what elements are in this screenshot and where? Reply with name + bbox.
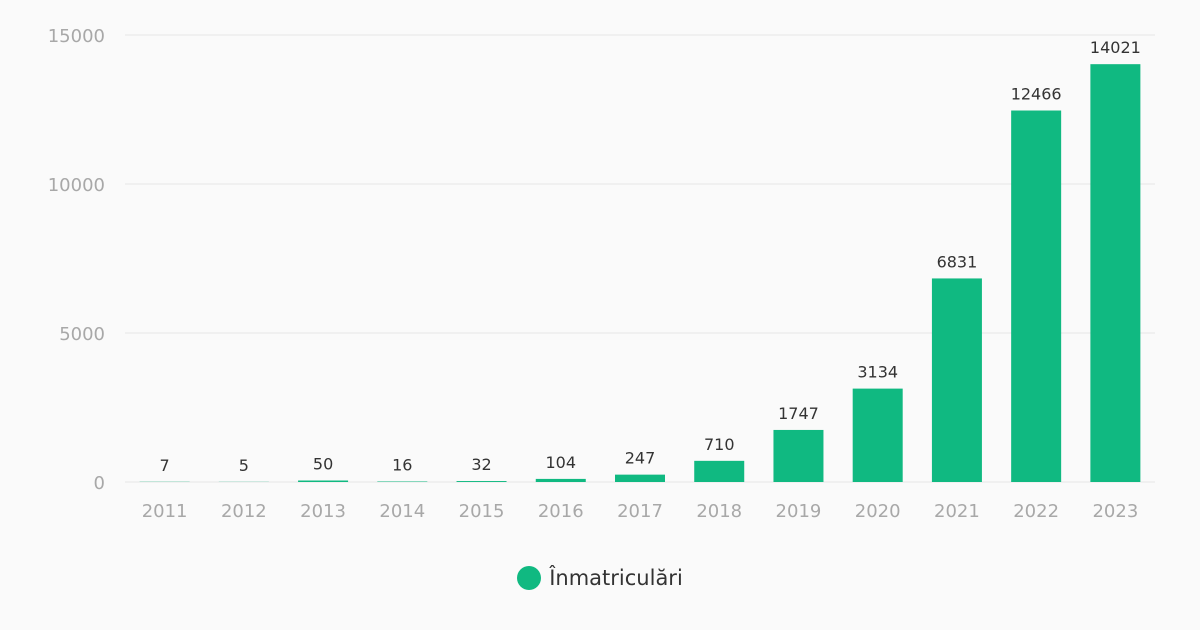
data-label-2020: 3134	[857, 363, 898, 382]
data-label-2012: 5	[239, 456, 249, 475]
data-label-2016: 104	[545, 453, 576, 472]
y-tick-label: 15000	[48, 26, 105, 47]
bar-2015[interactable]	[456, 481, 507, 482]
data-label-2023: 14021	[1090, 38, 1141, 57]
bar-2018[interactable]	[694, 460, 745, 482]
x-axis-ticks: 2011 2012 2013 2014 2015 2016 2017 2018 2019 2020…	[142, 501, 1139, 522]
data-label-2013: 50	[313, 455, 333, 474]
bar-2019[interactable]	[773, 429, 824, 482]
data-label-2021: 6831	[937, 252, 978, 271]
data-label-2018: 710	[704, 435, 735, 454]
bar-2013[interactable]	[298, 480, 349, 482]
x-tick-label-2017: 2017	[617, 501, 663, 522]
bar-chart: 0 5000 10000 15000 7 5 50 16 32 104 247 710 1747 313…	[48, 26, 1155, 522]
x-tick-label-2020: 2020	[855, 501, 901, 522]
y-tick-label: 10000	[48, 175, 105, 196]
bar-2022[interactable]	[1011, 110, 1062, 483]
y-axis-ticks: 0 5000 10000 15000	[48, 26, 105, 494]
x-tick-label-2018: 2018	[696, 501, 742, 522]
bar-2023[interactable]	[1090, 64, 1141, 483]
x-tick-label-2014: 2014	[379, 501, 425, 522]
legend-label: Înmatriculări	[549, 566, 683, 590]
bar-2020[interactable]	[852, 388, 903, 482]
bar-2021[interactable]	[931, 278, 982, 482]
data-labels: 7 5 50 16 32 104 247 710 1747 3134 6831 12466 14021	[160, 38, 1141, 475]
data-label-2014: 16	[392, 456, 412, 475]
data-label-2017: 247	[625, 449, 656, 468]
x-tick-label-2015: 2015	[459, 501, 505, 522]
y-tick-label: 5000	[59, 324, 105, 345]
x-tick-label-2011: 2011	[142, 501, 188, 522]
data-label-2015: 32	[471, 455, 491, 474]
data-label-2022: 12466	[1011, 85, 1062, 104]
bar-2016[interactable]	[535, 478, 586, 482]
y-tick-label: 0	[94, 473, 105, 494]
bars	[139, 64, 1141, 483]
legend[interactable]: Înmatriculări	[0, 566, 1200, 590]
x-tick-label-2021: 2021	[934, 501, 980, 522]
legend-swatch	[517, 566, 542, 590]
x-tick-label-2013: 2013	[300, 501, 346, 522]
data-label-2019: 1747	[778, 404, 819, 423]
x-tick-label-2023: 2023	[1092, 501, 1138, 522]
data-label-2011: 7	[160, 456, 170, 475]
x-tick-label-2019: 2019	[776, 501, 822, 522]
bar-2017[interactable]	[615, 474, 665, 482]
grid-lines	[125, 34, 1155, 483]
x-tick-label-2012: 2012	[221, 501, 267, 522]
x-tick-label-2022: 2022	[1013, 501, 1059, 522]
x-tick-label-2016: 2016	[538, 501, 584, 522]
